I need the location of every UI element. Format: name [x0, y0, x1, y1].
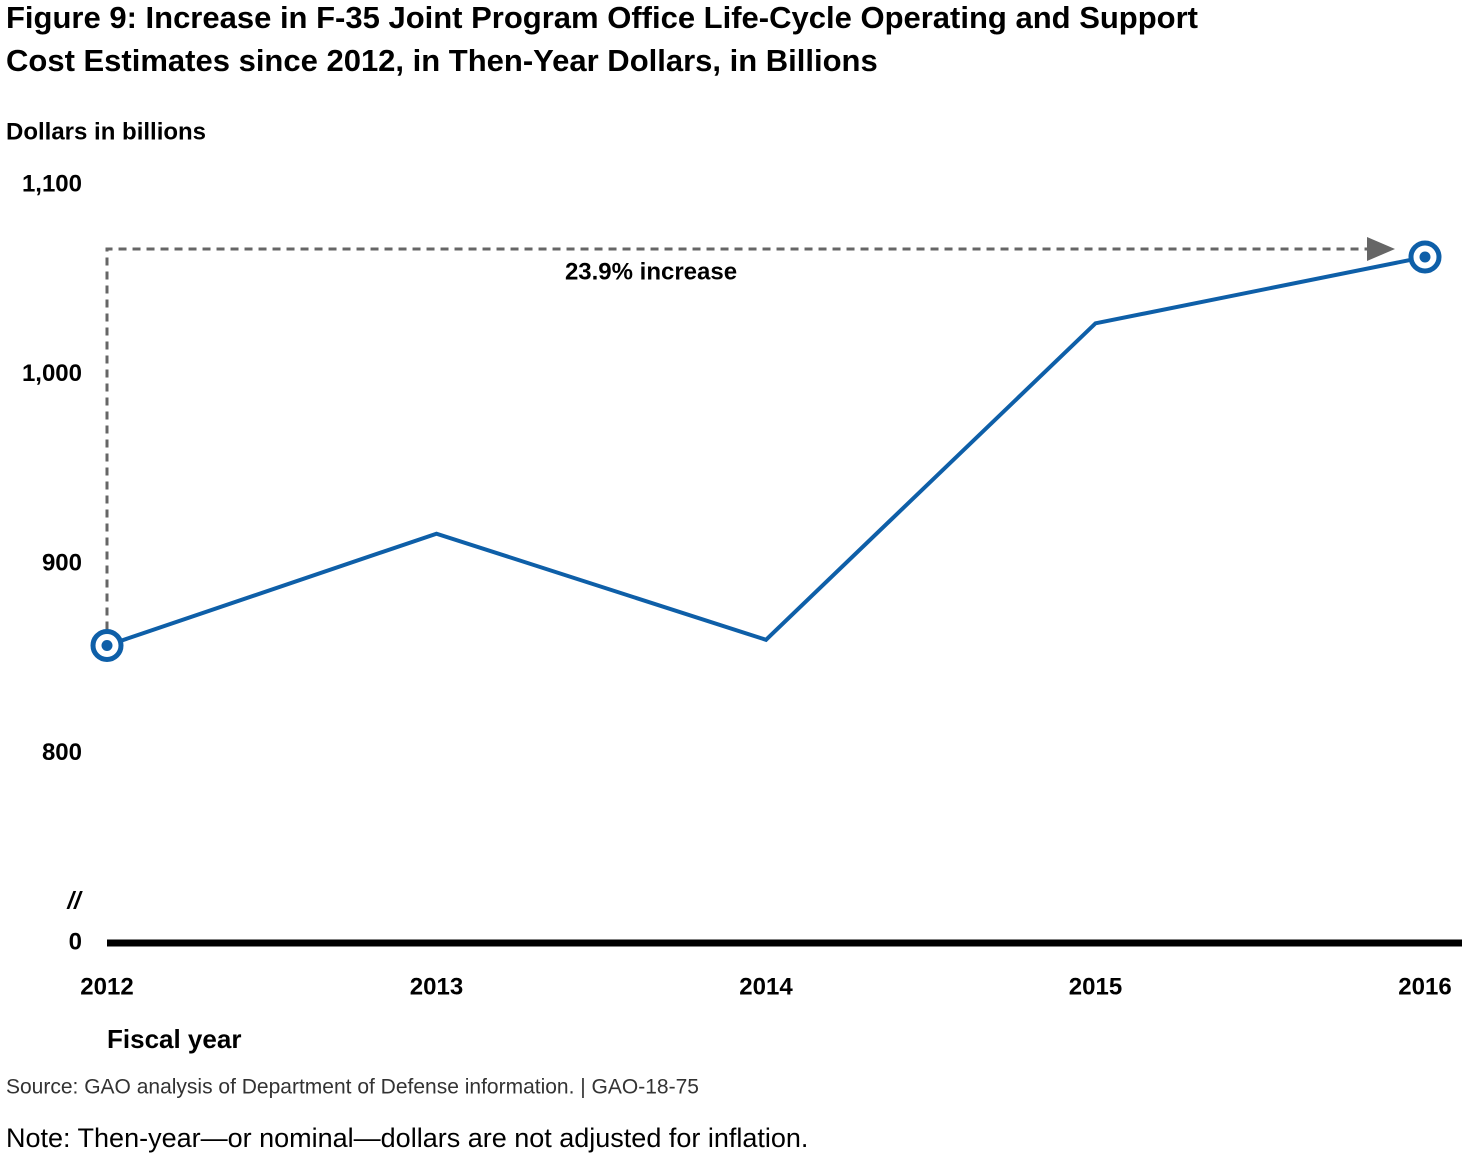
- x-tick-label: 2013: [410, 973, 463, 1000]
- endpoint-dot: [1419, 251, 1431, 263]
- chart-title: Figure 9: Increase in F-35 Joint Program…: [6, 0, 1198, 35]
- x-tick-label: 2015: [1069, 973, 1122, 1000]
- x-axis-label: Fiscal year: [107, 1024, 241, 1054]
- annotation: 23.9% increase: [565, 258, 737, 285]
- x-tick-label: 2014: [739, 973, 793, 1000]
- y-tick-label: 1,000: [22, 360, 82, 387]
- annotation-arrow: [105, 247, 1370, 630]
- x-tick-label: 2016: [1398, 973, 1451, 1000]
- chart-title: Cost Estimates since 2012, in Then-Year …: [6, 43, 878, 78]
- source: Source: GAO analysis of Department of De…: [6, 1076, 699, 1099]
- axis-break: //: [66, 887, 83, 914]
- y-tick-label: 800: [42, 739, 82, 766]
- data-line: [106, 255, 1426, 648]
- arrow-head: [1367, 237, 1395, 262]
- x-tick-label: 2012: [80, 973, 133, 1000]
- y-axis-label: Dollars in billions: [6, 118, 206, 145]
- endpoint-dot: [101, 639, 113, 651]
- note: Note: Then-year—or nominal—dollars are n…: [6, 1123, 808, 1153]
- y-tick-label: 0: [69, 928, 82, 955]
- y-tick-label: 900: [42, 549, 82, 576]
- y-tick-label: 1,100: [22, 170, 82, 197]
